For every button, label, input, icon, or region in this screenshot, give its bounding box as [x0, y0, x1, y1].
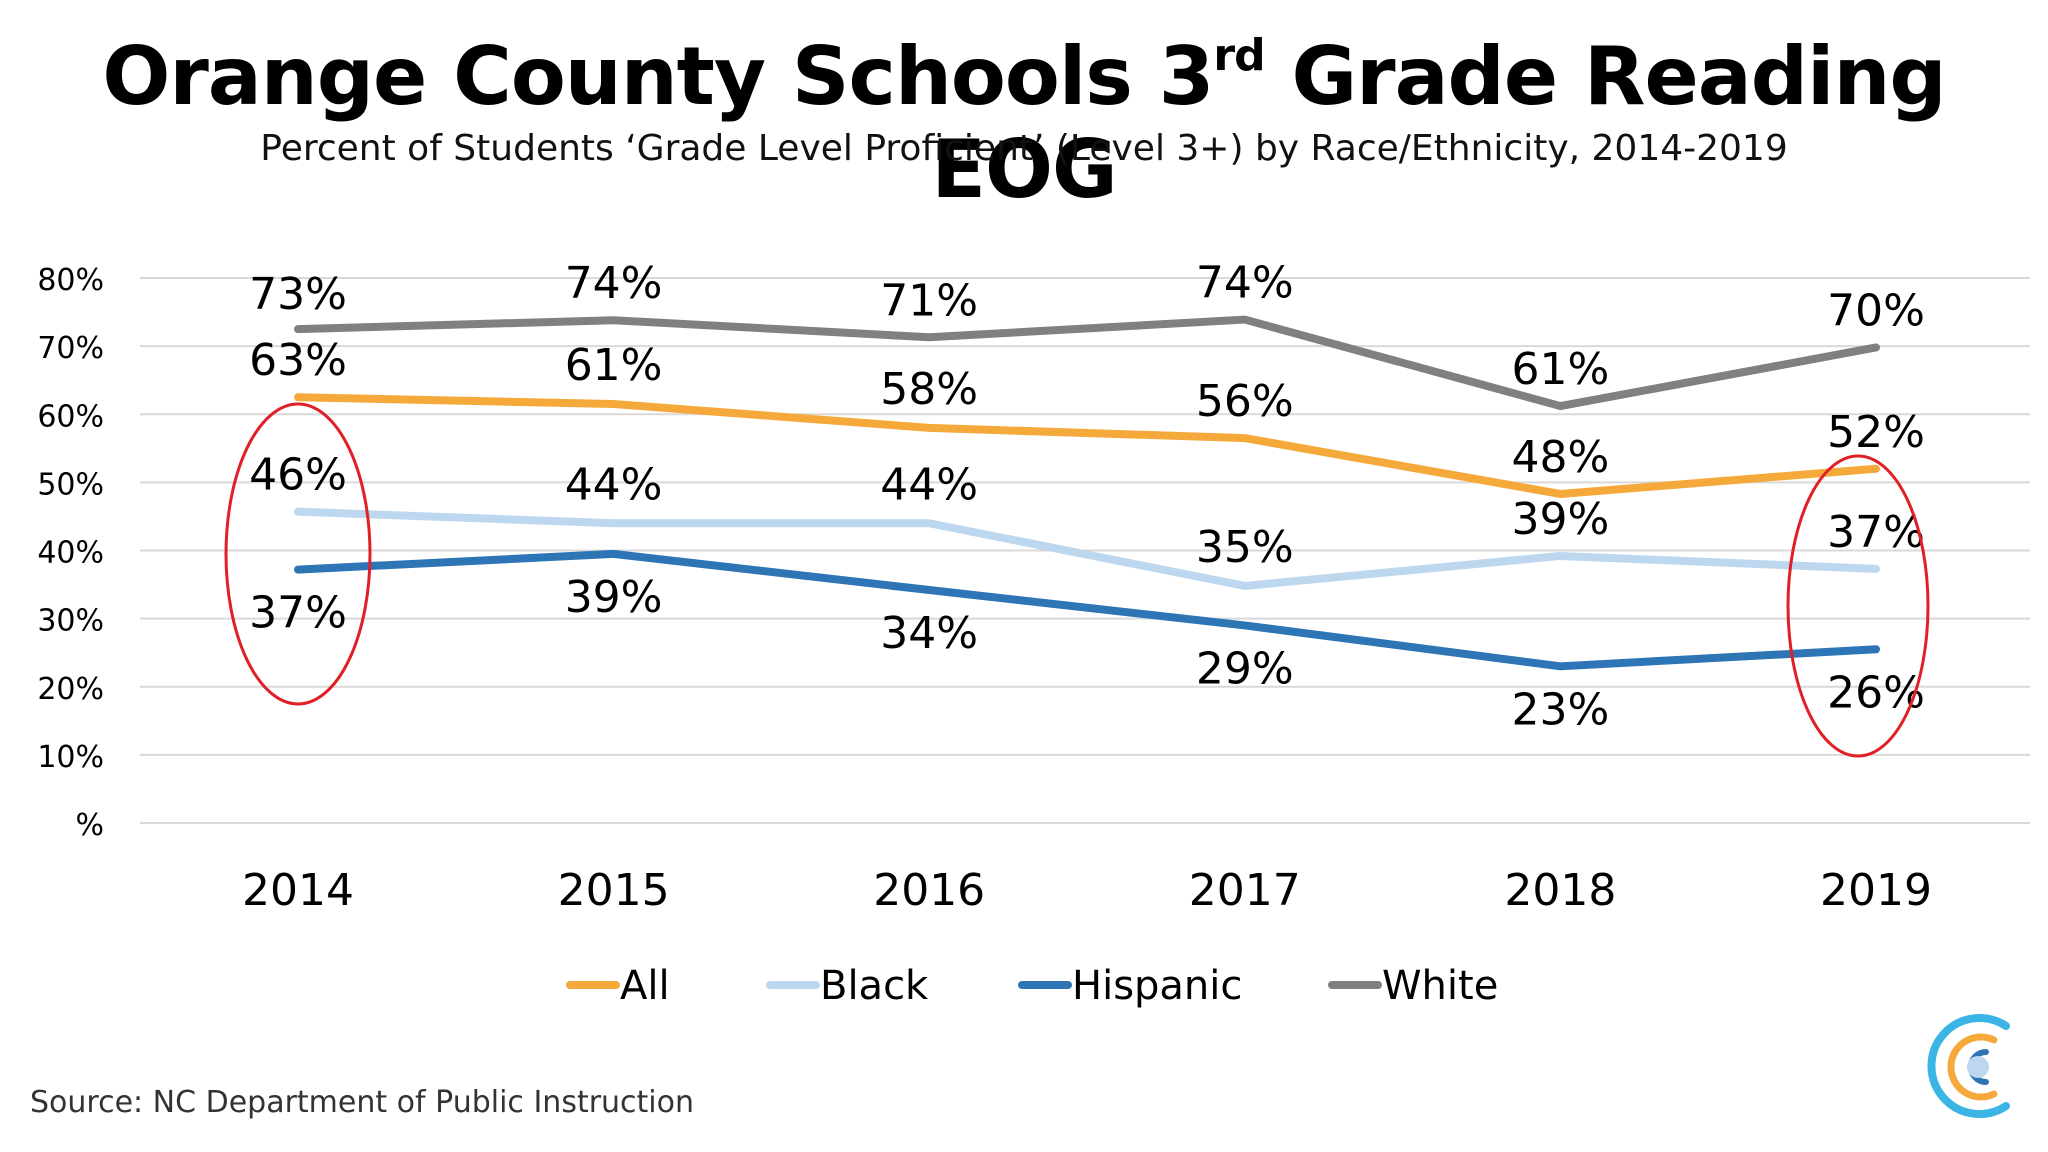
data-label: 56% [1196, 376, 1294, 427]
y-tick-label: % [75, 808, 104, 843]
series-line-black [294, 507, 1880, 590]
series-line-all [294, 393, 1880, 498]
data-label: 74% [1196, 258, 1294, 309]
y-tick-label: 10% [37, 740, 104, 775]
data-label: 48% [1512, 432, 1610, 483]
data-label: 74% [565, 258, 663, 309]
data-label: 44% [565, 459, 663, 510]
highlight-ellipse-2019 [1786, 454, 1930, 758]
logo-icon [1927, 1014, 2010, 1118]
series-line-hispanic [294, 549, 1880, 671]
x-tick-label: 2014 [242, 865, 354, 916]
data-label: 71% [880, 275, 978, 326]
data-label: 37% [1827, 507, 1925, 558]
data-label: 39% [1512, 494, 1610, 545]
legend-label-hispanic: Hispanic [1072, 963, 1242, 1009]
data-label: 37% [249, 588, 347, 639]
x-tick-label: 2018 [1504, 865, 1616, 916]
data-label: 46% [249, 450, 347, 501]
y-tick-label: 70% [37, 331, 104, 366]
x-tick-label: 2019 [1820, 865, 1932, 916]
y-tick-label: 60% [37, 399, 104, 434]
legend-label-white: White [1382, 963, 1498, 1009]
x-tick-label: 2015 [558, 865, 670, 916]
data-label: 29% [1196, 643, 1294, 694]
data-label: 61% [1512, 344, 1610, 395]
chart-subtitle: Percent of Students ‘Grade Level Profici… [260, 128, 1788, 169]
data-label: 34% [880, 608, 978, 659]
y-tick-label: 40% [37, 536, 104, 571]
highlight-ellipse-2014 [224, 402, 372, 706]
y-tick-label: 80% [37, 263, 104, 298]
data-label: 63% [249, 335, 347, 386]
data-label: 58% [880, 364, 978, 415]
y-tick-label: 20% [37, 672, 104, 707]
data-label: 23% [1512, 684, 1610, 735]
data-label: 61% [565, 340, 663, 391]
data-label: 35% [1196, 522, 1294, 573]
data-label: 52% [1827, 407, 1925, 458]
data-label: 70% [1827, 285, 1925, 336]
x-tick-label: 2017 [1189, 865, 1301, 916]
x-tick-label: 2016 [873, 865, 985, 916]
chart-title: Orange County Schools 3rd Grade Reading … [102, 30, 1946, 216]
series-line-white [294, 315, 1880, 411]
y-tick-label: 30% [37, 604, 104, 639]
data-label: 26% [1827, 667, 1925, 718]
data-label: 73% [249, 269, 347, 320]
legend-label-all: All [620, 963, 670, 1009]
y-tick-label: 50% [37, 467, 104, 502]
data-label: 39% [565, 572, 663, 623]
legend-label-black: Black [820, 963, 929, 1009]
source-note: Source: NC Department of Public Instruct… [30, 1085, 695, 1120]
data-label: 44% [880, 459, 978, 510]
